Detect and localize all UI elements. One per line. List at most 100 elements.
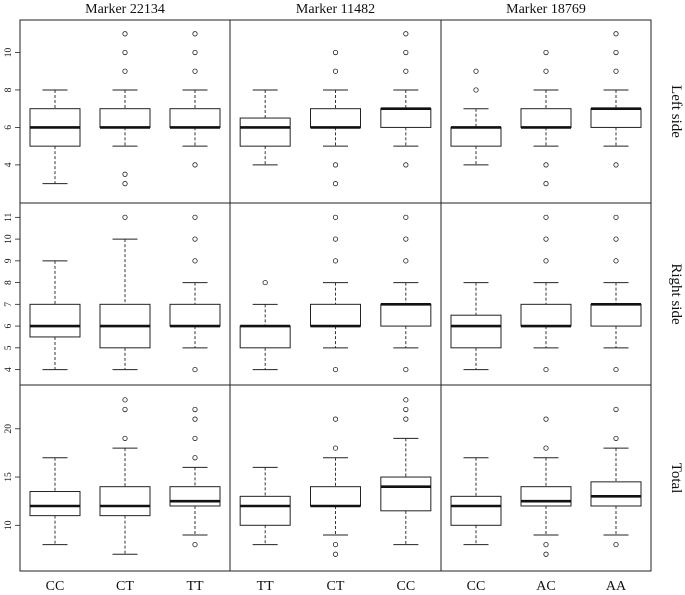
box-cc	[450, 457, 502, 546]
outlier-point	[403, 214, 409, 220]
outlier-point	[122, 214, 128, 220]
outlier-point	[332, 416, 339, 422]
outlier-point	[192, 455, 198, 461]
iqr-box	[29, 491, 81, 517]
y-tick-label: 20	[4, 424, 14, 434]
box-aa	[590, 406, 642, 548]
outlier-point	[122, 49, 128, 56]
box-tt	[239, 89, 291, 166]
outlier-point	[613, 68, 619, 74]
y-tick-label: 10	[4, 47, 14, 57]
y-tick-label: 6	[4, 125, 14, 130]
outlier-point	[192, 435, 198, 442]
iqr-box	[380, 108, 432, 128]
iqr-box	[450, 314, 502, 349]
iqr-box	[239, 117, 291, 147]
y-tick-label: 11	[4, 213, 14, 222]
category-label: CT	[327, 579, 345, 594]
box-aa	[590, 31, 642, 168]
outlier-point	[332, 445, 339, 451]
box-tt	[169, 214, 221, 373]
y-tick-label: 10	[4, 234, 14, 244]
outlier-point	[403, 68, 409, 74]
outlier-point	[543, 236, 549, 242]
column-title: Marker 22134	[85, 2, 165, 17]
outlier-point	[332, 162, 339, 168]
outlier-point	[332, 366, 339, 373]
outlier-point	[543, 551, 549, 557]
outlier-point	[543, 445, 549, 451]
outlier-point	[192, 406, 198, 413]
outlier-point	[403, 406, 409, 413]
outlier-point	[192, 68, 198, 74]
outlier-point	[332, 49, 339, 56]
iqr-box	[380, 303, 432, 327]
box-cc	[450, 282, 502, 371]
box-ct	[99, 31, 151, 187]
outlier-point	[192, 236, 198, 242]
y-tick-label: 10	[4, 520, 14, 530]
outlier-point	[122, 68, 128, 74]
box-cc	[450, 68, 502, 166]
outlier-point	[122, 406, 128, 413]
iqr-box	[169, 108, 221, 128]
outlier-point	[543, 366, 549, 373]
box-ct	[310, 49, 361, 187]
outlier-point	[543, 181, 549, 187]
row-label: Right side	[668, 263, 684, 325]
row-label: Total	[668, 463, 684, 494]
outlier-point	[192, 258, 198, 264]
outlier-point	[122, 181, 128, 187]
iqr-box	[590, 108, 642, 128]
iqr-box	[239, 495, 291, 526]
box-cc	[380, 214, 432, 373]
y-tick-label: 7	[4, 302, 14, 307]
outlier-point	[613, 162, 619, 168]
outlier-point	[613, 366, 619, 373]
outlier-point	[403, 366, 409, 373]
panel-frame	[19, 202, 231, 386]
iqr-box	[169, 303, 221, 327]
outlier-point	[403, 31, 409, 37]
outlier-point	[403, 416, 409, 422]
y-tick-label: 8	[4, 280, 14, 285]
iqr-box	[590, 481, 642, 507]
box-ct	[310, 416, 361, 557]
outlier-point	[403, 49, 409, 56]
category-label: AC	[536, 579, 555, 594]
outlier-point	[543, 214, 549, 220]
outlier-point	[403, 258, 409, 264]
box-ct	[310, 214, 361, 373]
y-tick-label: 4	[4, 162, 14, 167]
outlier-point	[122, 397, 128, 403]
outlier-point	[543, 49, 549, 56]
box-cc	[29, 457, 81, 546]
category-label: AA	[606, 579, 627, 594]
iqr-box	[310, 303, 361, 327]
box-ct	[99, 397, 151, 555]
x-axis-categories: CC CT TT TT CT CC CC AC AA	[46, 579, 627, 594]
outlier-point	[332, 214, 339, 220]
outlier-point	[613, 31, 619, 37]
iqr-box	[169, 486, 221, 507]
iqr-box	[310, 108, 361, 128]
outlier-point	[332, 551, 339, 557]
outlier-point	[613, 258, 619, 264]
iqr-box	[520, 486, 572, 507]
box-marks	[29, 31, 642, 557]
iqr-box	[99, 108, 151, 128]
y-tick-label: 15	[4, 472, 14, 482]
y-tick-label: 6	[4, 323, 14, 328]
outlier-point	[122, 171, 128, 177]
outlier-point	[192, 31, 198, 37]
iqr-box	[380, 476, 432, 512]
outlier-point	[332, 541, 339, 548]
box-cc	[29, 260, 81, 371]
outlier-point	[403, 236, 409, 242]
column-titles: Marker 22134 Marker 11482 Marker 18769	[85, 2, 586, 17]
outlier-point	[192, 541, 198, 548]
category-label: CC	[467, 579, 486, 594]
category-label: TT	[186, 579, 204, 594]
box-aa	[590, 214, 642, 373]
box-tt	[239, 279, 291, 371]
